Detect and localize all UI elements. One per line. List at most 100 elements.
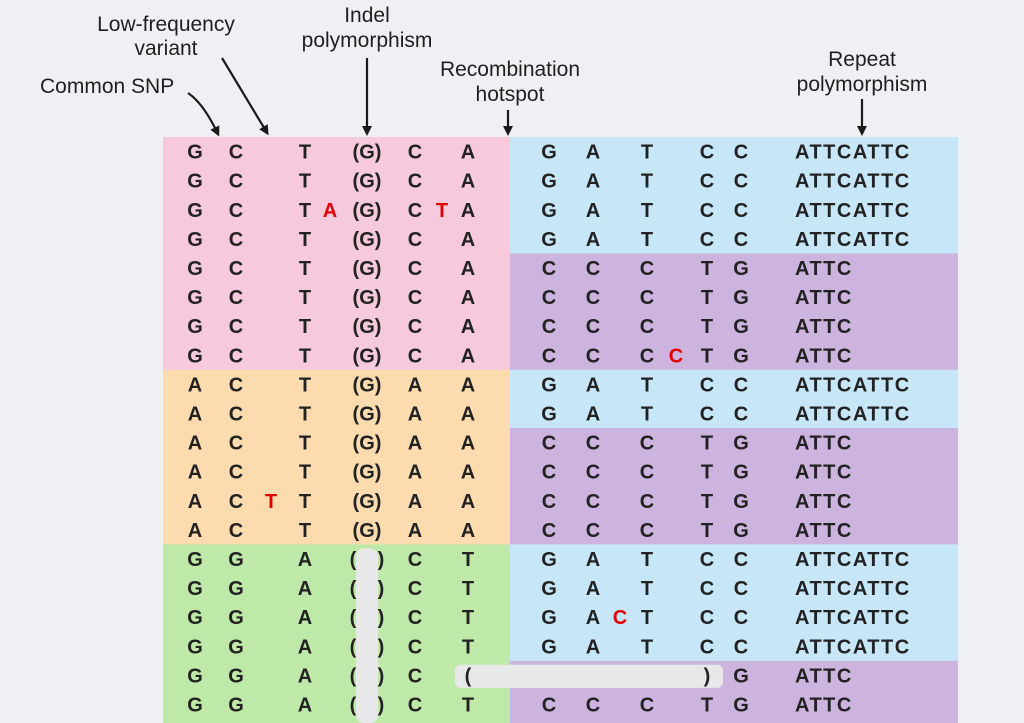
left-base: G	[228, 665, 244, 687]
right-base: T	[701, 491, 713, 513]
left-block-cell	[163, 602, 510, 633]
right-base: G	[733, 520, 749, 542]
left-base: A	[461, 374, 475, 396]
left-base: T	[299, 462, 311, 484]
right-base: T	[641, 549, 653, 571]
right-base: C	[700, 374, 714, 396]
left-block-cell	[163, 660, 510, 691]
right-base: C	[542, 316, 556, 338]
left-base: (	[465, 665, 472, 687]
left-base: A	[188, 462, 202, 484]
right-block-cell	[510, 311, 958, 342]
left-block-cell	[163, 369, 510, 400]
right-base: C	[700, 403, 714, 425]
right-base: G	[541, 403, 557, 425]
right-base: C	[586, 433, 600, 455]
left-base: C	[229, 520, 243, 542]
indel-close-paren: )	[378, 607, 385, 629]
repeat-sequence: ATTC	[795, 694, 853, 716]
right-block-cell	[510, 282, 958, 313]
right-base: C	[586, 287, 600, 309]
repeat-sequence: ATTCATTC	[795, 374, 911, 396]
right-base: C	[640, 316, 654, 338]
indel-gap-bars	[356, 548, 723, 723]
right-base: G	[733, 694, 749, 716]
insertion-variant-base: T	[436, 200, 448, 222]
left-base: C	[229, 287, 243, 309]
left-base: T	[299, 491, 311, 513]
left-base: G	[228, 607, 244, 629]
left-base: G	[187, 258, 203, 280]
indel-open-paren: (	[350, 607, 357, 629]
right-base: G	[541, 636, 557, 658]
repeat-sequence: ATTC	[795, 665, 853, 687]
right-base: T	[701, 316, 713, 338]
left-base: G	[187, 578, 203, 600]
left-base: A	[461, 229, 475, 251]
right-base: T	[701, 462, 713, 484]
left-base: C	[408, 171, 422, 193]
right-block-cell	[510, 195, 958, 225]
left-base: C	[229, 491, 243, 513]
right-base: G	[733, 665, 749, 687]
left-block-cell	[163, 137, 510, 167]
left-block-cell	[163, 166, 510, 196]
left-base: C	[408, 694, 422, 716]
right-base: T	[701, 433, 713, 455]
left-base: C	[229, 229, 243, 251]
right-block-cell	[510, 631, 958, 662]
left-base: T	[299, 345, 311, 367]
left-base: C	[229, 403, 243, 425]
right-base: T	[641, 578, 653, 600]
left-base: C	[408, 578, 422, 600]
right-base: G	[733, 258, 749, 280]
repeat-sequence: ATTCATTC	[795, 200, 911, 222]
repeat-sequence: ATTC	[795, 491, 853, 513]
left-base: C	[408, 607, 422, 629]
left-base: A	[461, 520, 475, 542]
right-base: C	[640, 520, 654, 542]
right-base: T	[641, 636, 653, 658]
right-base: C	[586, 258, 600, 280]
repeat-sequence: ATTCATTC	[795, 142, 911, 164]
left-base: A	[408, 520, 422, 542]
left-block-cell	[163, 457, 510, 487]
left-base: A	[461, 462, 475, 484]
repeat-sequence: ATTCATTC	[795, 636, 911, 658]
right-block-cell	[510, 166, 958, 196]
repeat-sequence: ATTCATTC	[795, 403, 911, 425]
right-base: A	[586, 403, 600, 425]
pointer-arrows	[187, 57, 867, 137]
right-block-cell	[510, 602, 958, 633]
right-base: C	[542, 520, 556, 542]
left-block-cell	[163, 573, 510, 604]
label-indel-line1: Indel	[344, 4, 390, 27]
left-base: T	[462, 578, 474, 600]
right-base: G	[733, 491, 749, 513]
right-base: G	[733, 462, 749, 484]
right-base: C	[586, 491, 600, 513]
left-base: A	[298, 607, 312, 629]
left-base: C	[408, 200, 422, 222]
left-base: C	[229, 462, 243, 484]
right-base: C	[542, 258, 556, 280]
left-base: A	[188, 374, 202, 396]
right-base: A	[586, 142, 600, 164]
repeat-sequence: ATTC	[795, 433, 853, 455]
left-base: C	[229, 433, 243, 455]
repeat-sequence: ATTCATTC	[795, 607, 911, 629]
left-base: A	[408, 403, 422, 425]
right-base: G	[541, 549, 557, 571]
left-base: (G)	[353, 433, 382, 455]
left-base: A	[461, 345, 475, 367]
left-base: A	[298, 549, 312, 571]
left-block-cell	[163, 282, 510, 313]
right-base: C	[734, 549, 748, 571]
left-base: A	[298, 665, 312, 687]
left-base: C	[229, 142, 243, 164]
right-base: T	[701, 345, 713, 367]
right-block-cell	[510, 398, 958, 429]
indel-open-paren: (	[350, 665, 357, 687]
repeat-sequence: ATTCATTC	[795, 549, 911, 571]
right-base: C	[700, 229, 714, 251]
